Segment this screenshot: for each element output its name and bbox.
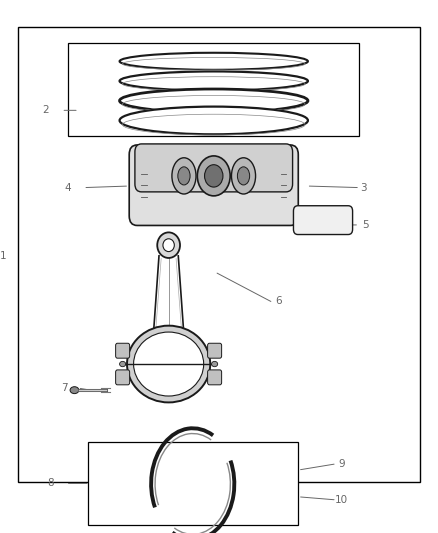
Text: 4: 4: [64, 183, 71, 192]
FancyBboxPatch shape: [116, 370, 130, 385]
Ellipse shape: [134, 332, 204, 396]
Ellipse shape: [120, 105, 308, 136]
Text: 8: 8: [47, 479, 54, 488]
Bar: [68, 43, 359, 136]
Ellipse shape: [237, 167, 250, 185]
FancyBboxPatch shape: [208, 370, 222, 385]
Ellipse shape: [120, 87, 308, 114]
FancyBboxPatch shape: [129, 145, 298, 225]
Ellipse shape: [178, 167, 190, 185]
Text: 7: 7: [61, 383, 68, 393]
Text: 5: 5: [362, 220, 369, 230]
Text: 1: 1: [0, 251, 7, 261]
Text: 2: 2: [42, 106, 49, 115]
Ellipse shape: [70, 387, 79, 393]
Bar: [18, 27, 420, 482]
Ellipse shape: [127, 326, 210, 402]
FancyBboxPatch shape: [293, 206, 353, 235]
Ellipse shape: [197, 156, 230, 196]
Ellipse shape: [120, 51, 308, 71]
Ellipse shape: [172, 158, 196, 194]
Ellipse shape: [120, 361, 126, 367]
Ellipse shape: [157, 232, 180, 258]
Text: 6: 6: [275, 296, 282, 306]
FancyBboxPatch shape: [135, 144, 293, 192]
Ellipse shape: [120, 70, 308, 92]
Ellipse shape: [212, 361, 218, 367]
Ellipse shape: [205, 165, 223, 187]
FancyBboxPatch shape: [116, 343, 130, 358]
Ellipse shape: [232, 158, 256, 194]
Text: 3: 3: [360, 183, 367, 192]
Bar: [88, 442, 298, 525]
FancyBboxPatch shape: [208, 343, 222, 358]
Ellipse shape: [163, 239, 174, 252]
Text: 10: 10: [335, 495, 348, 505]
Text: 9: 9: [338, 459, 345, 469]
